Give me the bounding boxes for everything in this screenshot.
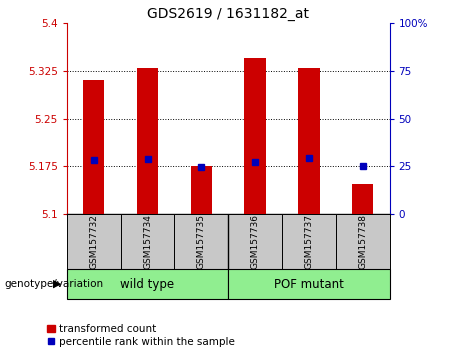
Bar [174, 214, 228, 269]
Text: wild type: wild type [120, 278, 175, 291]
Bar [190, 166, 212, 214]
Bar [244, 58, 266, 214]
Bar [228, 269, 390, 299]
Bar [83, 80, 105, 214]
Text: ▶: ▶ [53, 279, 62, 289]
Bar [282, 214, 336, 269]
Text: POF mutant: POF mutant [274, 278, 344, 291]
Legend: transformed count, percentile rank within the sample: transformed count, percentile rank withi… [47, 324, 235, 347]
Text: GSM157737: GSM157737 [304, 214, 313, 269]
Bar [137, 68, 158, 214]
Text: GSM157735: GSM157735 [197, 214, 206, 269]
Bar [298, 68, 319, 214]
Text: GSM157736: GSM157736 [251, 214, 260, 269]
Title: GDS2619 / 1631182_at: GDS2619 / 1631182_at [147, 7, 309, 21]
Text: genotype/variation: genotype/variation [5, 279, 104, 289]
Bar [228, 214, 282, 269]
Bar [336, 214, 390, 269]
Bar [67, 269, 228, 299]
Bar [121, 214, 174, 269]
Text: GSM157732: GSM157732 [89, 214, 98, 269]
Text: GSM157738: GSM157738 [358, 214, 367, 269]
Bar [67, 214, 121, 269]
Bar [352, 184, 373, 214]
Text: GSM157734: GSM157734 [143, 214, 152, 269]
